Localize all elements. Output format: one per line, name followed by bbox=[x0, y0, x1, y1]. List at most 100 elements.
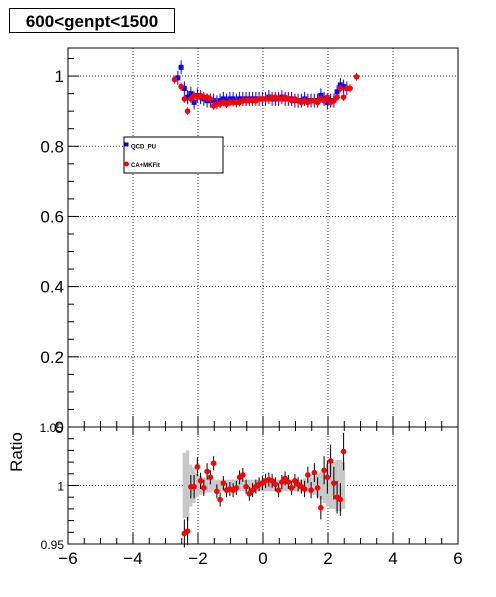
ratio-xtick-label: 2 bbox=[323, 549, 332, 568]
ratio-uncertainty-band bbox=[237, 479, 242, 492]
ratio-ytick-label-top: 1.05 bbox=[40, 421, 64, 435]
legend-label-ca-mkfit: CA+MKFit bbox=[131, 163, 160, 169]
qcd-pu-point bbox=[178, 64, 184, 70]
ratio-point bbox=[249, 487, 256, 493]
ratio-point bbox=[318, 504, 324, 511]
ratio-point bbox=[327, 458, 334, 464]
ratio-uncertainty-band bbox=[247, 479, 251, 492]
qcd-pu-point bbox=[211, 98, 217, 104]
ratio-uncertainty-band bbox=[312, 476, 316, 495]
qcd-pu-point bbox=[175, 75, 181, 81]
qcd-pu-point bbox=[324, 99, 330, 105]
ratio-point bbox=[285, 479, 292, 485]
ca-mkfit-point bbox=[353, 73, 360, 80]
chart-title: 600<genpt<1500 bbox=[25, 12, 159, 31]
ratio-point bbox=[272, 481, 279, 488]
ratio-uncertainty-band bbox=[185, 450, 190, 521]
ratio-xtick-label: −4 bbox=[123, 549, 142, 568]
ratio-point bbox=[305, 472, 311, 478]
ratio-point bbox=[207, 474, 214, 481]
ca-mkfit-point bbox=[171, 76, 178, 83]
title-box: 600<genpt<1500 bbox=[9, 8, 175, 33]
ratio-uncertainty-band bbox=[322, 467, 326, 504]
ca-mkfit-point bbox=[321, 97, 327, 104]
ratio-xtick-label: −2 bbox=[188, 549, 207, 568]
ca-mkfit-point bbox=[334, 94, 340, 100]
ratio-point bbox=[201, 485, 207, 491]
series-ca-mkfit bbox=[171, 72, 360, 116]
qcd-pu-point bbox=[334, 89, 340, 95]
ca-mkfit-point bbox=[178, 83, 184, 90]
ratio-point bbox=[194, 463, 201, 470]
upper-plot: 0 0.2 0.4 0.6 0.8 1 bbox=[40, 47, 459, 437]
ratio-point bbox=[243, 483, 249, 490]
ca-mkfit-point bbox=[314, 99, 321, 106]
ratio-point bbox=[321, 467, 327, 474]
upper-ytick-label: 0 bbox=[55, 418, 64, 437]
ratio-point bbox=[314, 485, 321, 491]
ratio-uncertainty-band bbox=[195, 473, 199, 498]
ratio-xtick-label: −6 bbox=[58, 549, 77, 568]
ratio-point bbox=[282, 475, 288, 482]
ratio-uncertainty-band bbox=[205, 478, 209, 493]
ratio-uncertainty-band bbox=[218, 479, 222, 492]
upper-ytick-label: 0.4 bbox=[40, 278, 64, 297]
ratio-frame bbox=[67, 426, 459, 545]
ratio-point bbox=[184, 528, 191, 534]
ratio-point bbox=[191, 483, 197, 490]
legend-marker-qcd-pu bbox=[124, 142, 129, 147]
ratio-point bbox=[233, 485, 240, 491]
qcd-pu-point bbox=[185, 94, 191, 100]
ratio-uncertainty-band bbox=[341, 462, 346, 509]
ratio-point bbox=[240, 472, 246, 478]
ratio-point bbox=[311, 469, 318, 476]
ratio-point bbox=[301, 486, 308, 492]
ratio-uncertainty-band bbox=[241, 479, 245, 492]
ratio-point bbox=[288, 485, 295, 491]
ratio-ytick-label: 0.95 bbox=[41, 538, 65, 552]
ca-mkfit-point bbox=[184, 108, 191, 114]
ratio-point bbox=[331, 480, 337, 486]
legend-box bbox=[123, 136, 224, 174]
upper-ytick-label: 1 bbox=[55, 67, 64, 86]
ratio-point bbox=[214, 488, 220, 495]
qcd-pu-point bbox=[181, 85, 187, 91]
ratio-uncertainty-band bbox=[328, 462, 333, 509]
ratio-ylabel: Ratio bbox=[7, 432, 26, 472]
ratio-plot: 0.95 1 1.05 −6 −4 −2 0 2 4 6 Ratio bbox=[7, 421, 463, 568]
ratio-point bbox=[246, 490, 253, 497]
ratio-xtick-label: 4 bbox=[388, 549, 397, 568]
legend-marker-ca-mkfit bbox=[124, 161, 129, 167]
ratio-xtick-label: 6 bbox=[453, 549, 462, 568]
ratio-point bbox=[275, 487, 282, 493]
qcd-pu-point bbox=[191, 99, 197, 105]
ratio-point bbox=[340, 448, 347, 455]
ratio-uncertainty-band bbox=[182, 452, 186, 519]
upper-ytick-label: 0.8 bbox=[40, 137, 64, 156]
ratio-point bbox=[269, 478, 275, 484]
ratio-ytick-label: 1 bbox=[57, 480, 64, 494]
ca-mkfit-point bbox=[324, 94, 331, 100]
ca-mkfit-point bbox=[331, 97, 337, 104]
ratio-uncertainty-band bbox=[319, 471, 323, 500]
ca-mkfit-point bbox=[207, 96, 214, 102]
ratio-point bbox=[210, 460, 217, 467]
ca-mkfit-point bbox=[337, 85, 344, 92]
ratio-point bbox=[279, 479, 285, 485]
upper-ytick-label: 0.6 bbox=[40, 207, 64, 226]
ca-mkfit-point bbox=[340, 94, 347, 100]
ca-mkfit-point bbox=[347, 85, 353, 92]
ratio-point bbox=[337, 496, 344, 503]
qcd-pu-point bbox=[341, 84, 347, 90]
ratio-uncertainty-band bbox=[208, 478, 212, 493]
ratio-uncertainty-band bbox=[211, 479, 216, 492]
legend: QCD_PU CA+MKFit bbox=[123, 136, 224, 174]
ratio-point bbox=[308, 487, 314, 493]
ratio-point bbox=[204, 468, 210, 475]
ratio-point bbox=[292, 478, 298, 484]
legend-label-qcd-pu: QCD_PU bbox=[131, 145, 156, 151]
ratio-uncertainty-band bbox=[306, 478, 310, 493]
ratio-point bbox=[217, 496, 223, 503]
ca-mkfit-point bbox=[181, 96, 188, 102]
